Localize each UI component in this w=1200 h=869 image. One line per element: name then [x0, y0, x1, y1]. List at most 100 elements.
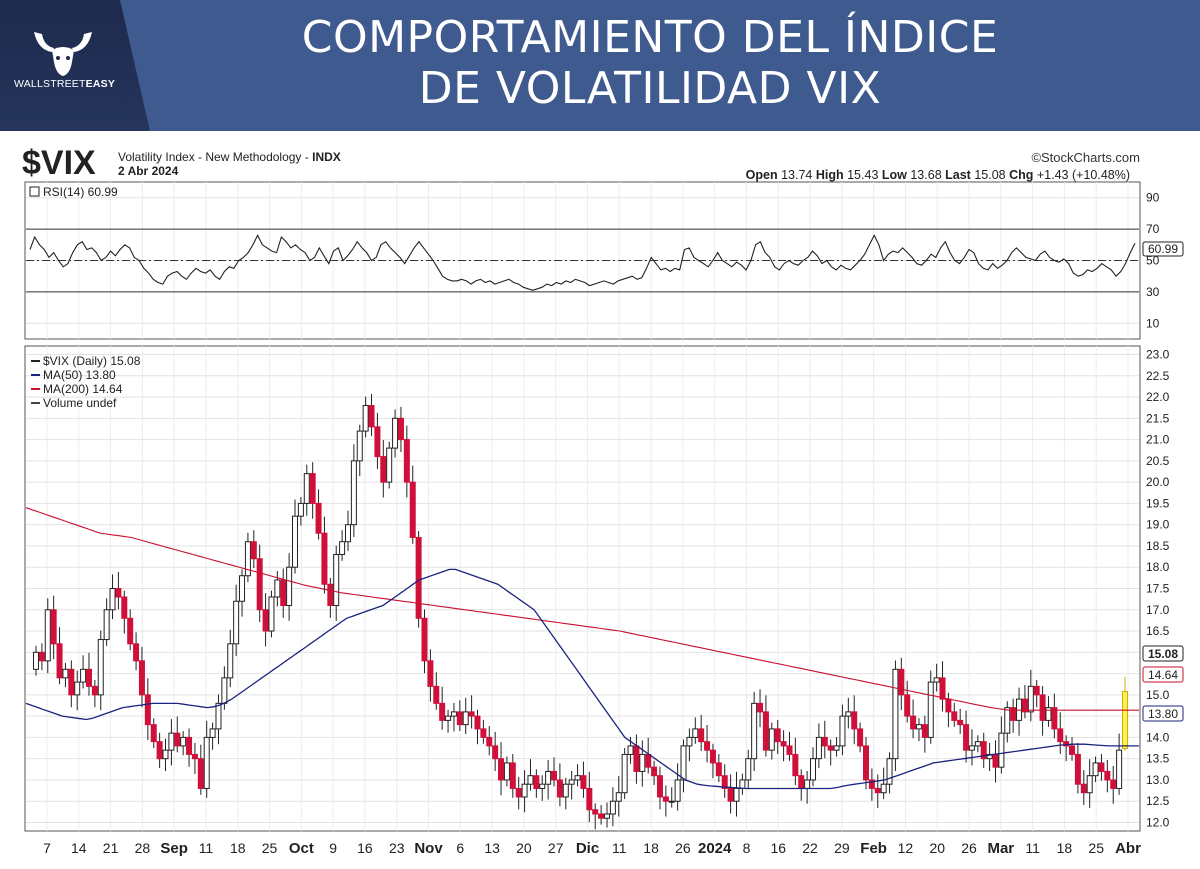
candle-body: [144, 694, 151, 726]
candle-body: [615, 792, 622, 802]
x-tick-label: 6: [456, 840, 464, 856]
candle-body: [403, 439, 410, 483]
candle-body: [180, 736, 187, 747]
price-tick-label: 21.5: [1146, 411, 1170, 425]
low-label: Low: [882, 168, 907, 182]
candle-body: [804, 779, 811, 789]
ohlc-readout: Open 13.74 High 15.43 Low 13.68 Last 15.…: [746, 168, 1130, 182]
candle-body: [138, 660, 145, 696]
open-value: 13.74: [781, 168, 812, 182]
candle-body: [409, 481, 416, 538]
candle-body: [1110, 779, 1117, 789]
rsi-tick-label: 10: [1146, 316, 1160, 330]
x-tick-label: Mar: [987, 840, 1014, 857]
candle-body: [574, 775, 581, 781]
price-tick-label: 21.0: [1146, 433, 1170, 447]
candle-body: [91, 685, 98, 696]
x-tick-label: Feb: [860, 840, 887, 857]
candle-body: [356, 430, 363, 462]
header-banner: WALLSTREETEASY COMPORTAMIENTO DEL ÍNDICE…: [0, 0, 1200, 131]
candle-body: [1104, 770, 1111, 781]
candle-body: [880, 783, 887, 794]
last-label: Last: [945, 168, 972, 182]
price-tick-label: 20.5: [1146, 454, 1170, 468]
candle-body: [221, 677, 228, 704]
candle-body: [709, 749, 716, 764]
candle-body: [645, 753, 652, 768]
candle-body: [851, 711, 858, 730]
candle-body: [651, 766, 658, 777]
candle-body: [933, 677, 940, 683]
price-panel: 23.0 22.5 22.0 21.5 21.0 20.5 20.0 19.5 19.0 18.5…: [24, 345, 1184, 832]
ma200-badge: 14.64: [1142, 666, 1184, 683]
candle-body: [115, 588, 122, 598]
candle-body: [1057, 728, 1064, 743]
candle-body: [998, 732, 1005, 768]
candle-body: [733, 787, 740, 802]
chart-source: ©StockCharts.com: [1031, 150, 1140, 165]
price-tick-label: 12.0: [1146, 815, 1170, 829]
x-tick-label: 26: [961, 840, 977, 856]
candle-body: [621, 753, 628, 794]
candle-body: [957, 719, 964, 726]
price-tick-label: 19.0: [1146, 518, 1170, 532]
price-tick-label: 12.5: [1146, 794, 1170, 808]
candle-body: [609, 800, 616, 815]
candle-body: [386, 447, 393, 483]
logo-text-bold: EASY: [85, 78, 116, 90]
candle-body: [509, 762, 516, 789]
candle-body: [839, 715, 846, 747]
candle-body: [450, 711, 457, 717]
candle-body: [239, 575, 246, 602]
candle-body: [739, 779, 746, 789]
chart-date: 2 Abr 2024: [118, 164, 179, 178]
x-tick-label: 16: [770, 840, 786, 856]
candle-body: [980, 741, 987, 760]
candle-body: [727, 787, 734, 802]
candle-body: [910, 715, 917, 730]
price-tick-label: 17.0: [1146, 603, 1170, 617]
candle-body: [197, 758, 204, 789]
x-tick-label: 25: [1088, 840, 1104, 856]
candle-body: [539, 783, 546, 789]
candle-body: [556, 779, 563, 798]
x-tick-label: 11: [612, 840, 627, 856]
candle-body: [1098, 762, 1105, 772]
ma200-badge-text: 14.64: [1148, 668, 1178, 682]
candle-body: [1039, 694, 1046, 721]
x-tick-label: 12: [898, 840, 914, 856]
candle-body: [1069, 745, 1076, 755]
candle-body: [515, 787, 522, 798]
candle-body: [156, 741, 163, 760]
chg-label: Chg: [1009, 168, 1033, 182]
candle-body: [774, 728, 781, 743]
candle-body: [203, 736, 210, 789]
candle-body: [945, 698, 952, 713]
x-tick-label: 21: [103, 840, 119, 856]
rsi-tick-label: 50: [1146, 254, 1160, 268]
candle-body: [562, 783, 569, 798]
chart-exchange: INDX: [312, 150, 341, 164]
candle-body: [498, 758, 505, 781]
price-tick-label: 13.5: [1146, 752, 1170, 766]
chart-description-text: Volatility Index - New Methodology -: [118, 150, 309, 164]
candle-body: [627, 745, 634, 755]
bull-head-icon: [34, 32, 92, 76]
candle-body: [309, 473, 316, 504]
candle-body: [315, 502, 322, 534]
candle-body: [292, 515, 299, 568]
candle-body: [904, 694, 911, 717]
x-tick-label: 13: [484, 840, 500, 856]
price-tick-label: 22.5: [1146, 369, 1170, 383]
candle-body: [456, 711, 463, 726]
candle-body: [97, 639, 104, 696]
candle-body: [521, 783, 528, 798]
x-tick-label: 26: [675, 840, 691, 856]
candle-body: [374, 426, 381, 458]
candle-body: [686, 736, 693, 747]
x-tick-label: 25: [262, 840, 278, 856]
candle-body: [109, 588, 116, 611]
candle-body: [721, 775, 728, 789]
candle-body: [121, 596, 128, 619]
ma200-line: [25, 507, 1139, 711]
